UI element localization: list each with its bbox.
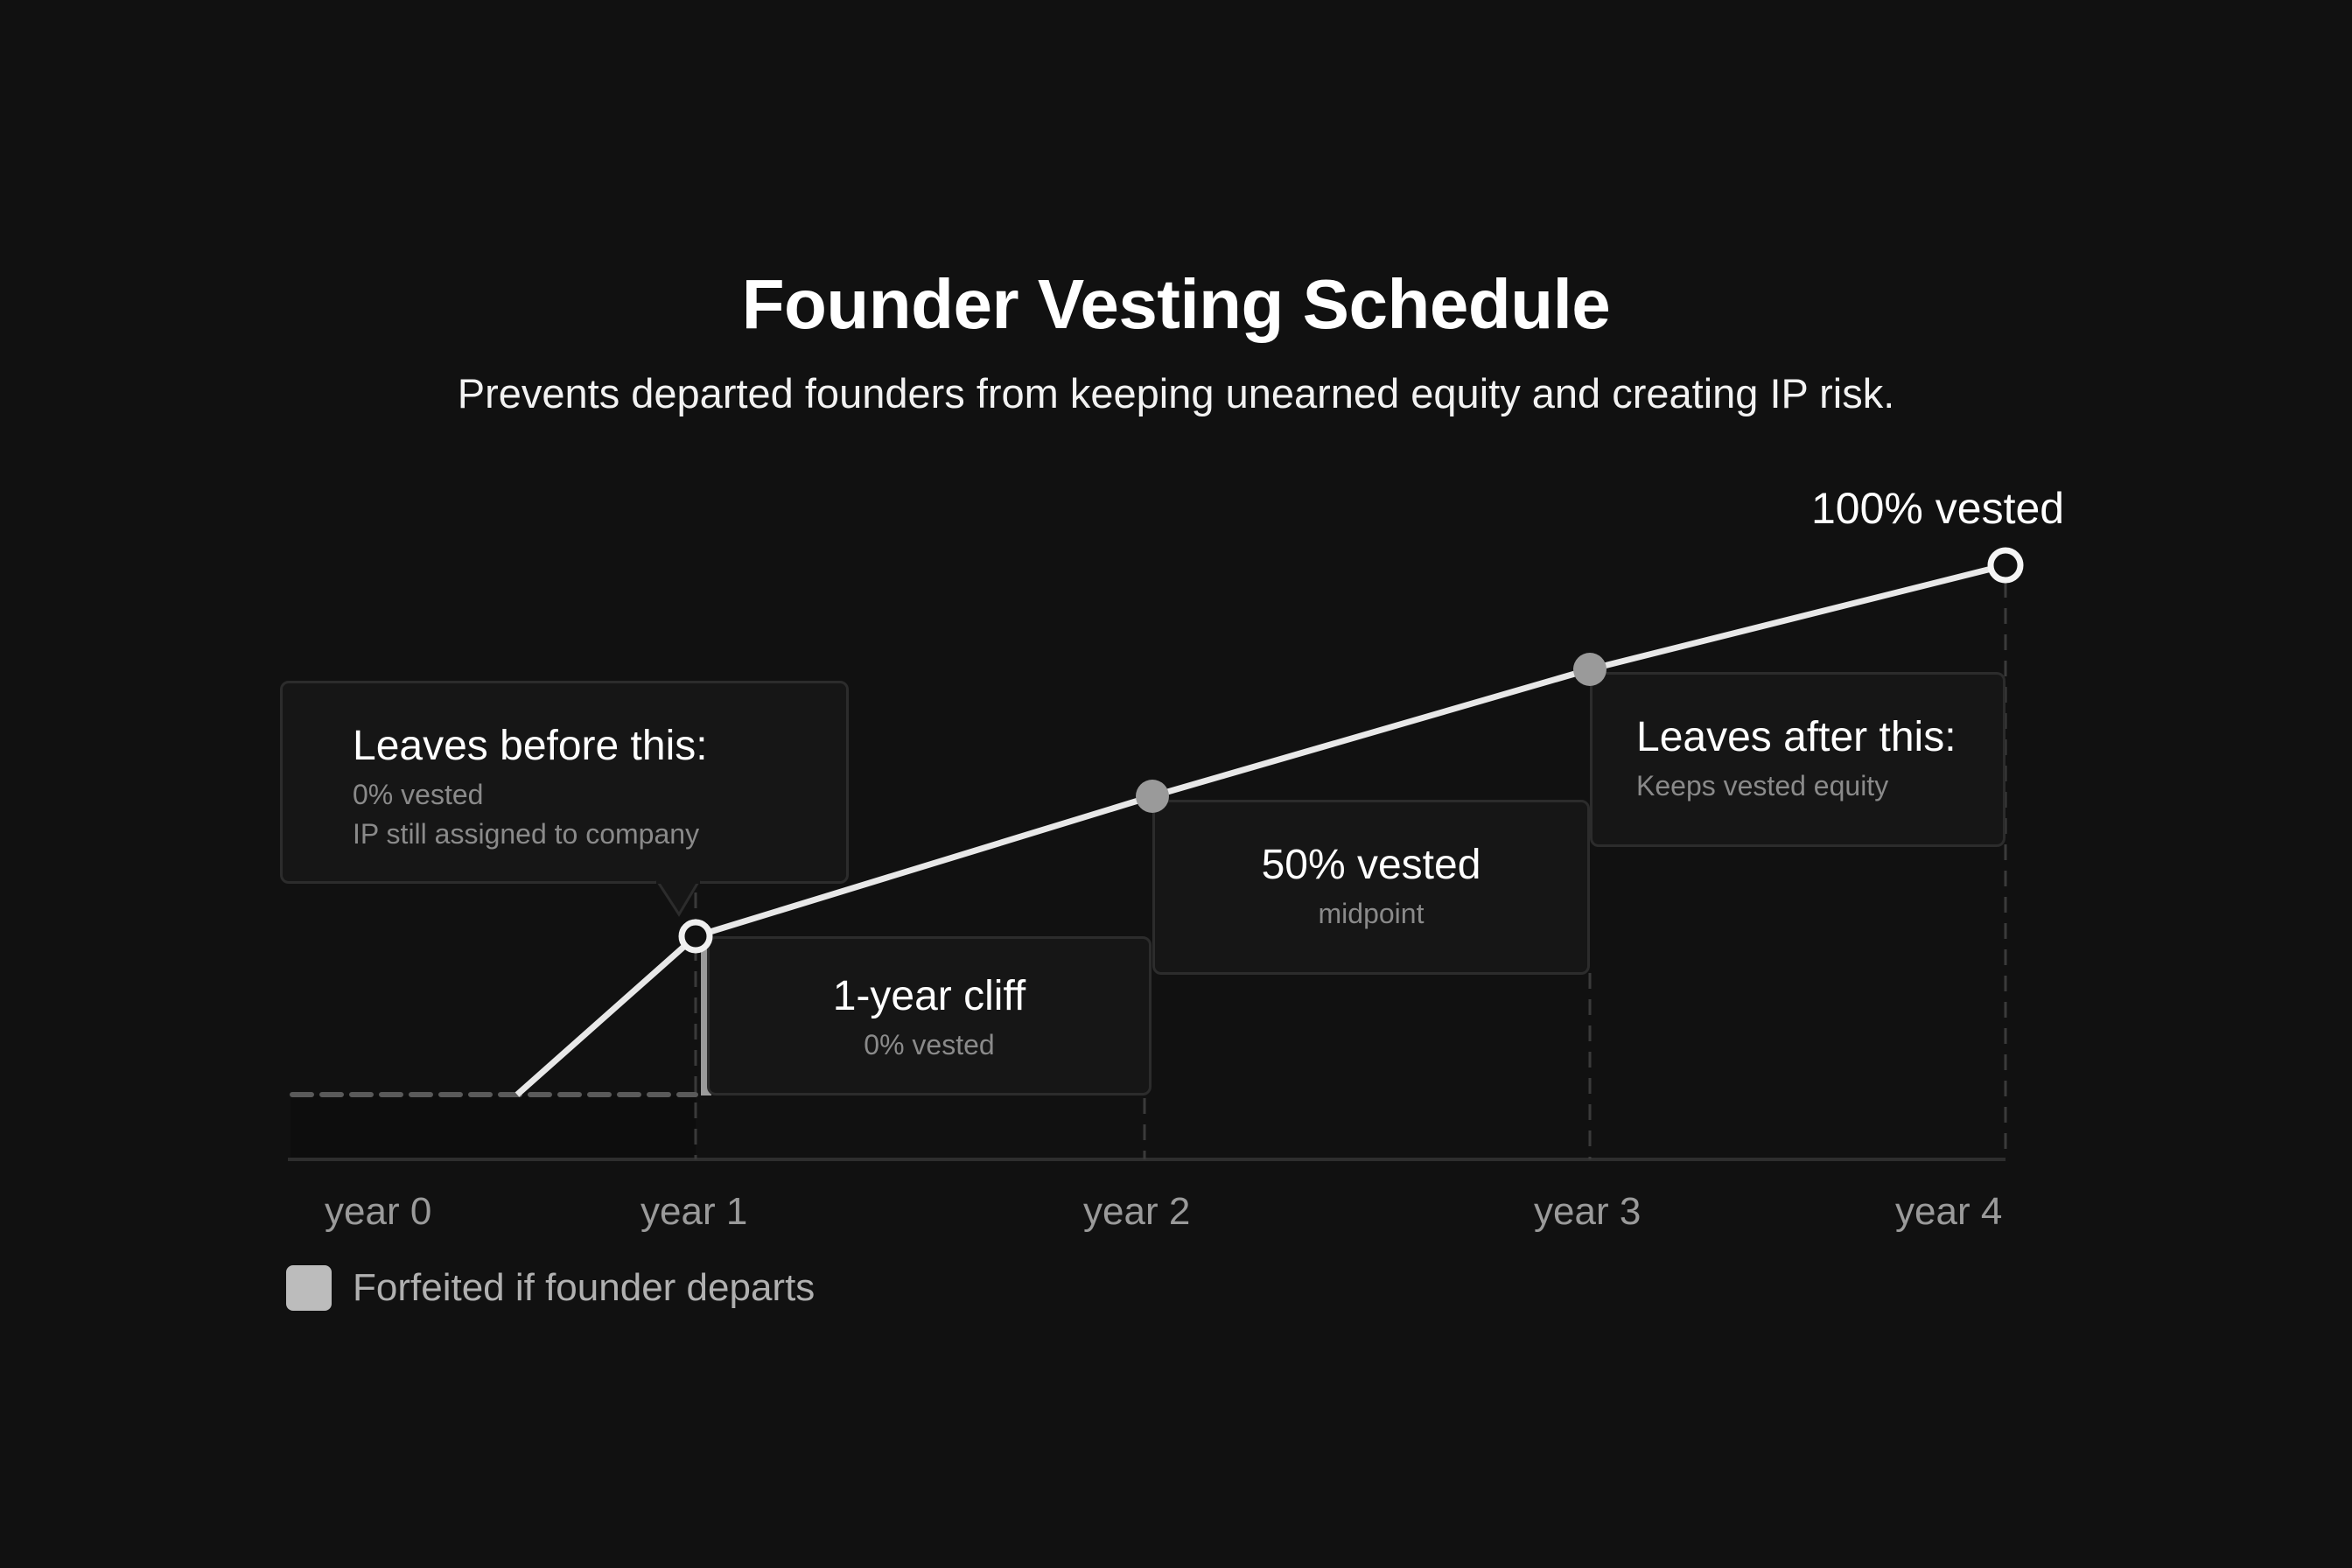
annotation-after-sub: Keeps vested equity bbox=[1636, 770, 1889, 802]
marker-year-4 bbox=[1987, 547, 2024, 584]
annotation-after: Leaves after this: Keeps vested equity bbox=[1590, 672, 2006, 847]
label-100-vested: 100% vested bbox=[1811, 484, 2065, 533]
annotation-cliff: 1-year cliff 0% vested bbox=[707, 936, 1152, 1096]
forfeited-area bbox=[290, 1096, 696, 1158]
annotation-after-title: Leaves after this: bbox=[1636, 714, 1956, 760]
annotation-cliff-title: 1-year cliff bbox=[832, 973, 1026, 1019]
chart-subtitle: Prevents departed founders from keeping … bbox=[457, 370, 1895, 416]
legend-swatch bbox=[286, 1265, 332, 1311]
marker-year-3 bbox=[1573, 653, 1606, 686]
vesting-line bbox=[514, 562, 2006, 1097]
annotation-before-line1: 0% vested bbox=[353, 779, 484, 810]
annotation-before-cliff: Leaves before this: 0% vested IP still a… bbox=[280, 681, 849, 884]
marker-year-1 bbox=[678, 919, 713, 954]
tick-year-4: year 4 bbox=[1895, 1190, 2003, 1233]
annotation-cliff-sub: 0% vested bbox=[864, 1029, 995, 1060]
tick-year-1: year 1 bbox=[640, 1190, 748, 1233]
tick-year-2: year 2 bbox=[1083, 1190, 1191, 1233]
annotation-midpoint-title: 50% vested bbox=[1261, 842, 1481, 888]
tick-year-0: year 0 bbox=[325, 1190, 432, 1233]
annotation-before-title: Leaves before this: bbox=[353, 723, 708, 769]
annotation-before-line2: IP still assigned to company bbox=[353, 818, 700, 850]
legend: Forfeited if founder departs bbox=[286, 1265, 815, 1311]
chart-title: Founder Vesting Schedule bbox=[741, 265, 1611, 343]
legend-label: Forfeited if founder departs bbox=[353, 1266, 816, 1309]
marker-year-2 bbox=[1136, 780, 1169, 813]
annotation-midpoint: 50% vested midpoint bbox=[1152, 800, 1590, 975]
annotation-midpoint-sub: midpoint bbox=[1318, 898, 1424, 929]
tick-year-3: year 3 bbox=[1534, 1190, 1642, 1233]
